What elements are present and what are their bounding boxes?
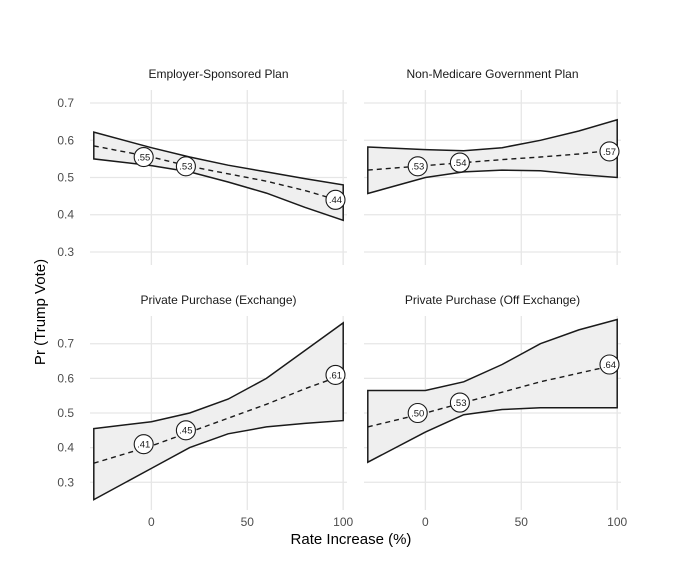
- x-tick-label: 0: [148, 515, 155, 529]
- data-label: .50: [411, 408, 424, 419]
- y-tick-label: 0.5: [57, 406, 74, 420]
- data-label: .41: [137, 440, 150, 451]
- x-tick-label: 100: [607, 515, 627, 529]
- data-label: .45: [179, 426, 192, 437]
- facet-panel: Private Purchase (Exchange) 0.3 0.4 0.5 0.6 0…: [57, 293, 353, 529]
- y-tick-label: 0.7: [57, 96, 74, 110]
- data-point: [325, 189, 346, 210]
- data-label: .53: [411, 162, 424, 173]
- confidence-band: [367, 118, 618, 195]
- facet-panel: Non-Medicare Government Plan .53 .54 .57: [364, 67, 621, 265]
- data-point: [449, 392, 470, 413]
- data-point: [175, 420, 196, 441]
- data-point: [325, 364, 346, 385]
- confidence-band: [93, 321, 344, 501]
- data-point: [133, 146, 154, 168]
- data-point: [175, 156, 196, 177]
- y-tick-label: 0.5: [57, 171, 74, 185]
- y-tick-label: 0.3: [57, 245, 74, 259]
- x-tick-label: 50: [515, 515, 529, 529]
- y-tick-label: 0.4: [57, 441, 74, 455]
- data-point: [133, 434, 154, 455]
- data-label: .54: [453, 158, 466, 169]
- y-tick-label: 0.6: [57, 371, 74, 385]
- panel-title: Non-Medicare Government Plan: [406, 67, 578, 81]
- data-label: .64: [603, 360, 616, 371]
- x-tick-label: 100: [333, 515, 353, 529]
- facet-panel: Private Purchase (Off Exchange) 0 50 100 .50…: [364, 293, 627, 529]
- y-tick-label: 0.7: [57, 337, 74, 351]
- x-tick-label: 50: [241, 515, 255, 529]
- confidence-band: [93, 131, 344, 222]
- panel-title: Private Purchase (Exchange): [140, 293, 296, 307]
- facet-panels: Employer-Sponsored Plan 0.3 0.4 0.5 0.6 0.7 .5…: [57, 67, 627, 529]
- y-tick-label: 0.3: [57, 475, 74, 489]
- panel-title: Employer-Sponsored Plan: [148, 67, 288, 81]
- data-label: .55: [137, 152, 150, 163]
- data-point: [599, 354, 620, 375]
- data-label: .44: [329, 195, 342, 206]
- data-point: [407, 156, 428, 177]
- data-point: [407, 402, 428, 424]
- data-point: [599, 141, 620, 162]
- data-point: [449, 152, 470, 173]
- confidence-band: [367, 318, 618, 464]
- x-axis-title: Rate Increase (%): [291, 531, 412, 548]
- y-axis-title: Pr (Trump Vote): [32, 259, 49, 365]
- x-tick-label: 0: [422, 515, 429, 529]
- data-label: .53: [179, 162, 192, 173]
- trend-line: [367, 363, 618, 428]
- data-label: .61: [329, 370, 342, 381]
- data-label: .53: [453, 398, 466, 409]
- panel-title: Private Purchase (Off Exchange): [405, 293, 580, 307]
- facet-panel: Employer-Sponsored Plan 0.3 0.4 0.5 0.6 0.7 .5…: [57, 67, 347, 265]
- y-tick-label: 0.6: [57, 133, 74, 147]
- y-tick-label: 0.4: [57, 208, 74, 222]
- data-label: .57: [603, 147, 616, 158]
